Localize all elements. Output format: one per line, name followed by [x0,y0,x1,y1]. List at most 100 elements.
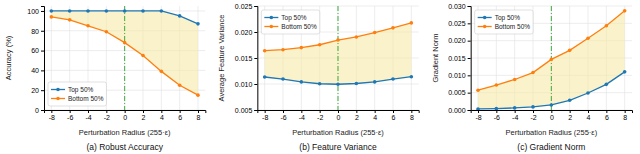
point [263,49,267,53]
tick-label: 0.020 [235,29,253,36]
legend-marker [483,16,487,20]
point [373,31,377,35]
tick-label: 8 [197,114,201,121]
tick: 0.015 [448,55,471,62]
axis-line [258,111,419,114]
point [623,9,627,13]
tick-mark [468,93,471,94]
tick: 8 [623,110,627,121]
tick: 8 [410,110,414,121]
tick: 0.025 [448,20,471,27]
tick-mark [51,110,52,113]
series-line [478,11,625,90]
grid [257,6,418,110]
tick: 2 [568,110,572,121]
tick-mark [320,110,321,113]
tick: 40 [31,67,44,74]
y-axis: 0.0050.0100.0150.0200.025 [235,3,258,114]
tick: 2 [142,110,146,121]
plot-area: -8-6-4-2024680.0050.0100.0150.0200.025To… [235,3,419,121]
reference-line [338,6,339,110]
tick: 4 [373,110,377,121]
tick: 6 [605,110,609,121]
point [605,24,609,28]
tick: 0 [337,110,341,121]
y-axis-title: Accuracy (%) [4,35,13,80]
tick-mark [570,110,571,113]
tick: 0.020 [448,37,471,44]
tick: 2 [355,110,359,121]
tick-label: -2 [530,114,536,121]
y-axis: 0.0000.0050.0100.0150.0200.0250.030 [448,3,471,114]
legend-label: Bottom 50% [495,23,531,30]
point [300,80,304,84]
tick: 0.030 [448,3,471,10]
tick: 8 [197,110,201,121]
series-line [51,11,198,24]
legend-box [261,10,319,34]
tick-mark [606,110,607,113]
tick-mark [468,23,471,24]
tick-label: 0.010 [448,72,466,79]
point [410,21,414,25]
tick-mark [468,41,471,42]
axis-line [468,7,472,111]
tick-mark [533,110,534,113]
tick-label: 0.015 [235,55,253,62]
tick: -4 [85,110,91,121]
tick: 0.005 [448,89,471,96]
legend-marker [56,97,60,101]
tick-label: 2 [568,114,572,121]
tick-label: 60 [31,47,39,54]
tick-label: 4 [587,114,591,121]
x-axis: -8-6-4-202468 [258,110,419,121]
plot-area: -8-6-4-2024680.0000.0050.0100.0150.0200.… [448,3,632,121]
point [531,105,535,109]
point [623,70,627,74]
tick-label: 0 [123,114,127,121]
point [605,83,609,87]
band-fill [478,11,625,109]
panel: -8-6-4-2024680.0050.0100.0150.0200.025To… [217,3,419,152]
tick: 0.010 [235,81,258,88]
tick-mark [515,110,516,113]
legend-marker [483,25,487,29]
tick: -6 [494,110,500,121]
x-axis: -8-6-4-202468 [45,110,206,121]
point [318,43,322,47]
tick-label: -4 [85,114,91,121]
tick: 0.005 [235,107,258,114]
tick: -6 [67,110,73,121]
tick: -8 [475,110,481,121]
tick-label: 40 [31,67,39,74]
tick-mark [254,32,257,33]
x-axis-title: Perturbation Radius (255·ε) [79,128,171,137]
x-axis-title: Perturbation Radius (255·ε) [292,128,384,137]
point [550,103,554,107]
panel: -8-6-4-202468020406080100Top 50%Bottom 5… [4,6,206,152]
tick-label: 8 [410,114,414,121]
legend-item: Bottom 50% [264,23,317,30]
marks [50,6,200,110]
tick-label: -8 [49,114,55,121]
series-line [478,72,625,109]
tick-label: 6 [605,114,609,121]
axis-line [45,111,206,114]
tick: -2 [104,110,110,121]
point [178,14,182,18]
tick: -6 [280,110,286,121]
tick-label: 0.020 [448,37,466,44]
tick-label: 2 [142,114,146,121]
series-line [265,23,412,51]
point [178,83,182,87]
legend: Top 50%Bottom 50% [48,82,106,106]
point [50,9,54,13]
tick-label: -6 [494,114,500,121]
point [281,77,285,81]
tick-label: 8 [623,114,627,121]
tick-mark [180,110,181,113]
tick-mark [356,110,357,113]
caption: (a) Robust Accuracy [86,142,163,152]
tick: 4 [587,110,591,121]
point [568,49,572,53]
